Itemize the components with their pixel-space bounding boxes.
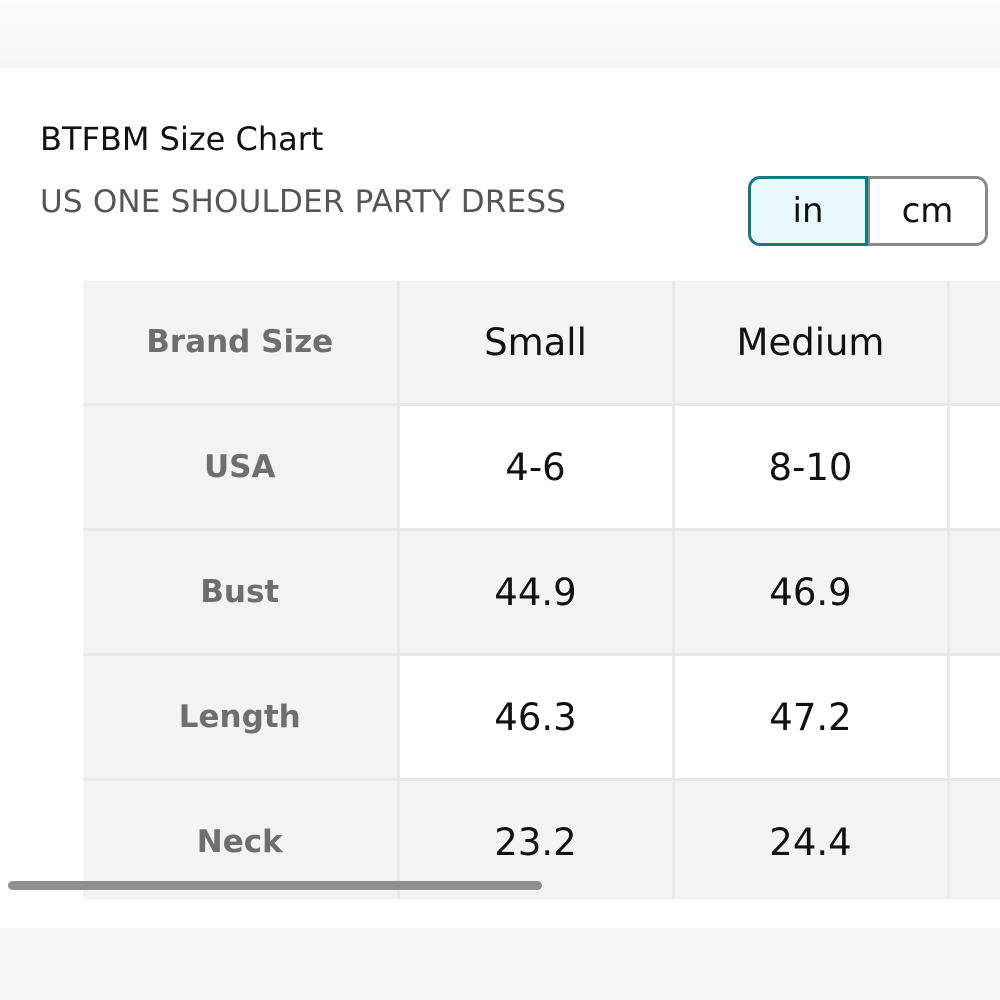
table-row: Bust 44.9 46.9 [83,529,1000,656]
header-size-medium: Medium [673,281,950,406]
row-label-bust: Bust [83,529,400,656]
table-cell [948,654,1000,781]
table-cell: 44.9 [398,529,675,656]
bottom-background [0,928,1000,1000]
table-cell: 46.3 [398,654,675,781]
table-cell: 24.4 [673,779,950,899]
header-size-small: Small [398,281,675,406]
row-label-length: Length [83,654,400,781]
table-cell [948,529,1000,656]
table-row: USA 4-6 8-10 [83,404,1000,531]
header-size-next [948,281,1000,406]
table-cell: 46.9 [673,529,950,656]
table-cell: 4-6 [398,404,675,531]
size-chart-title: BTFBM Size Chart [40,120,324,158]
product-subtitle: US ONE SHOULDER PARTY DRESS [40,184,567,220]
table-cell: 23.2 [398,779,675,899]
size-table-scroll-area[interactable]: Brand Size Small Medium USA 4-6 8-10 Bus… [83,281,1000,899]
table-cell [948,779,1000,899]
table-cell: 47.2 [673,654,950,781]
unit-in-button[interactable]: in [748,176,868,246]
horizontal-scrollbar[interactable] [8,881,542,890]
row-label-neck: Neck [83,779,400,899]
table-row: Neck 23.2 24.4 [83,779,1000,899]
table-row: Length 46.3 47.2 [83,654,1000,781]
top-background [0,0,1000,68]
unit-cm-button[interactable]: cm [868,176,988,246]
table-cell: 8-10 [673,404,950,531]
header-brand-size: Brand Size [83,281,400,406]
table-cell [948,404,1000,531]
size-table: Brand Size Small Medium USA 4-6 8-10 Bus… [83,281,1000,899]
row-label-usa: USA [83,404,400,531]
unit-toggle: in cm [748,176,988,246]
header-row: Brand Size Small Medium [83,281,1000,406]
